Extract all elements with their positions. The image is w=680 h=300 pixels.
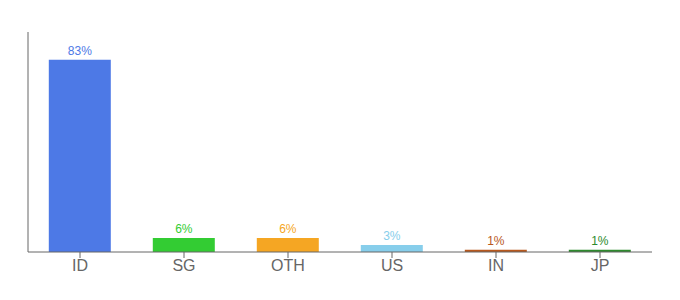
svg-text:1%: 1% xyxy=(591,234,609,248)
svg-text:6%: 6% xyxy=(175,222,193,236)
svg-text:SG: SG xyxy=(172,257,195,274)
svg-text:83%: 83% xyxy=(68,44,92,58)
svg-text:6%: 6% xyxy=(279,222,297,236)
svg-text:1%: 1% xyxy=(487,234,505,248)
svg-text:ID: ID xyxy=(72,257,88,274)
svg-text:JP: JP xyxy=(591,257,610,274)
svg-text:US: US xyxy=(381,257,403,274)
svg-text:IN: IN xyxy=(488,257,504,274)
svg-text:OTH: OTH xyxy=(271,257,305,274)
svg-text:3%: 3% xyxy=(383,229,401,243)
